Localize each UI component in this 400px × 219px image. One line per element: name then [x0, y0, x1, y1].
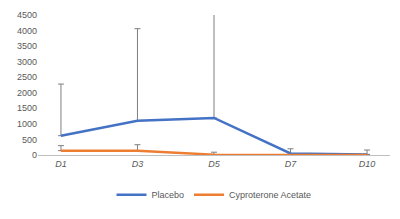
svg-text:D7: D7: [285, 159, 297, 169]
svg-text:1500: 1500: [17, 103, 37, 113]
svg-text:2500: 2500: [17, 72, 37, 82]
svg-text:Cyproterone Acetate: Cyproterone Acetate: [229, 190, 311, 200]
svg-text:1000: 1000: [17, 119, 37, 129]
svg-text:4000: 4000: [17, 26, 37, 36]
svg-text:500: 500: [22, 135, 37, 145]
svg-text:2000: 2000: [17, 88, 37, 98]
svg-text:D5: D5: [208, 159, 220, 169]
svg-text:3500: 3500: [17, 41, 37, 51]
svg-text:Placebo: Placebo: [152, 190, 185, 200]
svg-text:D1: D1: [55, 159, 67, 169]
svg-text:4500: 4500: [17, 10, 37, 20]
svg-text:D10: D10: [359, 159, 376, 169]
svg-text:D3: D3: [132, 159, 144, 169]
svg-text:0: 0: [32, 150, 37, 160]
svg-text:3000: 3000: [17, 57, 37, 67]
